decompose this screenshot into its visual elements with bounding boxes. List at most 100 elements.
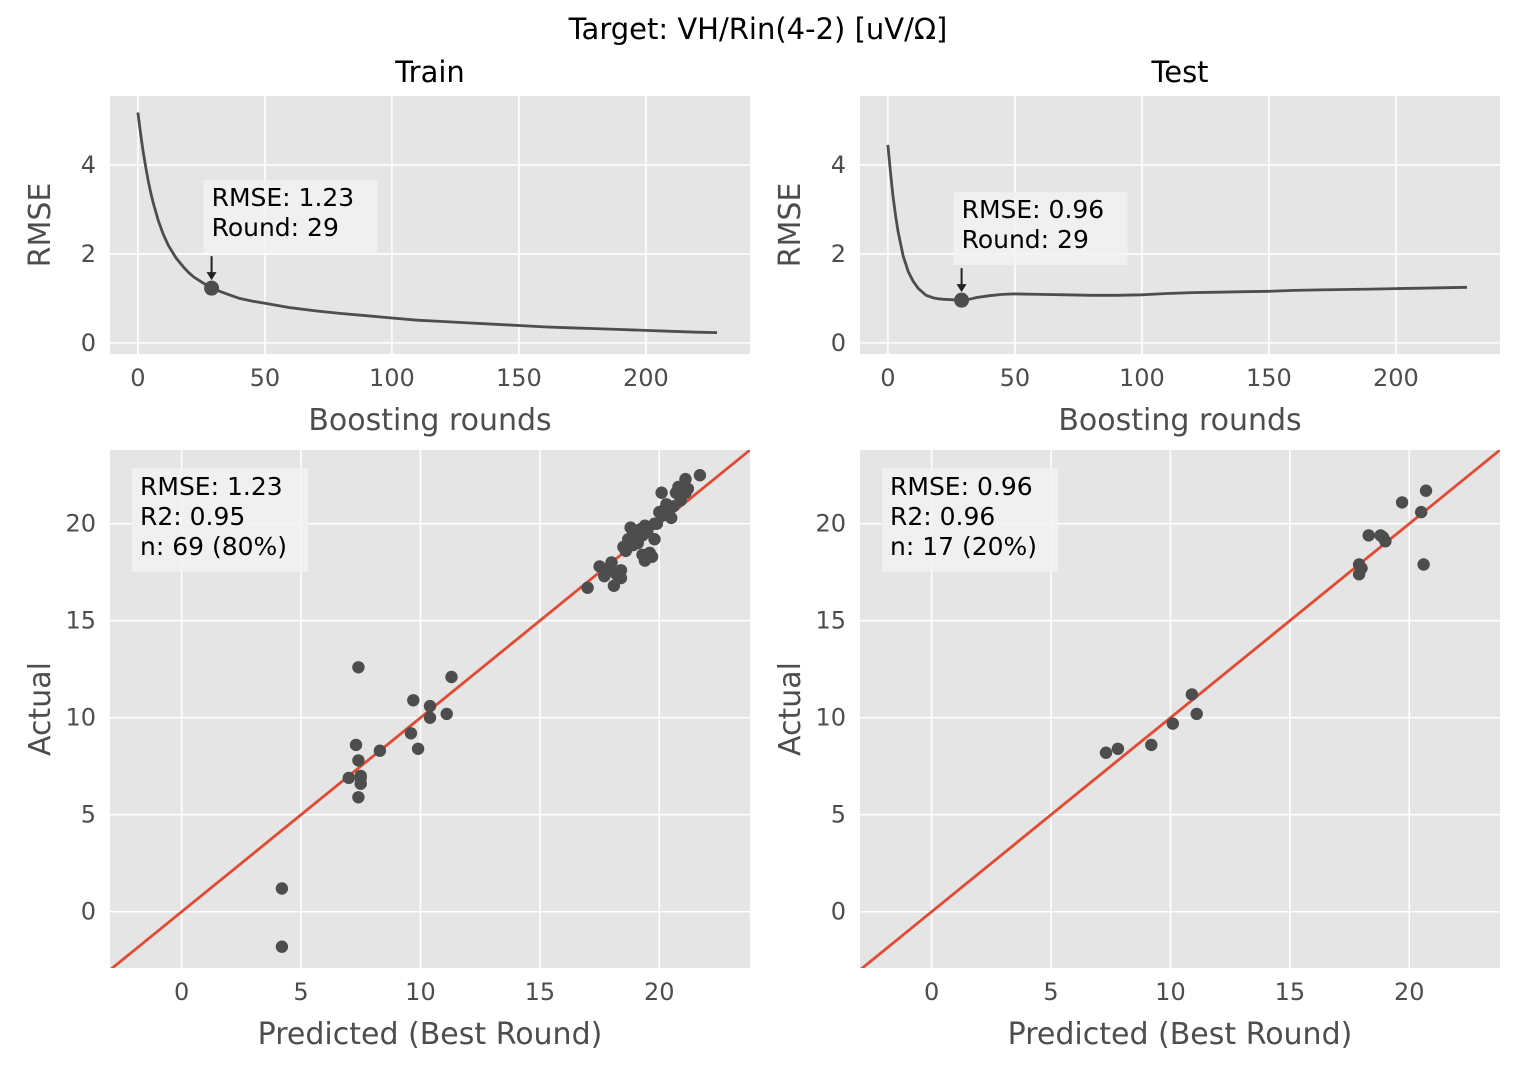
y-tick-label: 10 [65,704,96,732]
plot-marks [136,112,718,334]
x-tick-label: 20 [1394,978,1425,1006]
train-rmse-curve-panel: 0 50 100 150 200 0 2 4 Boosting rounds RMSE Train R… [23,55,750,438]
annotation-box [132,468,308,572]
panel-title: Test [1150,55,1208,89]
scatter-point [411,742,425,755]
scatter-point [349,738,363,752]
x-tick-label: 10 [405,978,436,1006]
scatter-point [354,771,367,785]
annotation-text: RMSE: 1.23 [212,183,355,212]
rmse-series-line [886,144,1468,302]
scatter-point [423,711,437,724]
scatter-point [1379,535,1392,548]
scatter-point [423,699,437,713]
best-round-marker [204,280,220,296]
x-tick-label: 0 [924,978,939,1006]
best-round-arrowhead [956,284,967,293]
scatter-point [1415,505,1428,519]
scatter-point [648,517,661,530]
annotation-text: RMSE: 0.96 [890,472,1033,501]
scatter-point [1099,746,1113,759]
annotation-text: Round: 29 [212,213,339,242]
y-axis-label: RMSE [773,183,808,268]
scatter-point [352,791,365,804]
x-tick-label: 15 [525,978,556,1006]
y-tick-label: 15 [65,607,96,635]
y-tick-label: 4 [81,151,96,179]
y-tick-label: 4 [831,151,846,179]
scatter-point [660,500,673,513]
x-tick-label: 100 [1119,364,1165,392]
annotation-text: RMSE: 0.96 [962,195,1105,224]
y-tick-label: 10 [815,704,846,732]
panel-title: Train [394,55,465,89]
y-tick-label: 0 [81,329,96,357]
x-tick-label: 5 [293,978,308,1006]
y-tick-label: 2 [831,240,846,268]
scatter-point [593,560,606,573]
annotation-text: R2: 0.95 [140,502,245,531]
x-tick-label: 15 [1275,978,1306,1006]
x-tick-label: 50 [250,364,281,392]
x-axis-label: Boosting rounds [308,403,551,438]
scatter-point [1145,738,1158,752]
scatter-point [679,472,692,486]
scatter-point [440,707,453,721]
annotation-box [882,468,1058,572]
annotation-text: RMSE: 1.23 [140,472,283,501]
y-axis-label: Actual [773,662,808,756]
annotation-text: n: 17 (20%) [890,532,1037,561]
scatter-point [275,882,289,895]
x-tick-label: 200 [1373,364,1419,392]
plot-marks [860,450,1500,968]
scatter-point [352,754,365,767]
scatter-point [605,556,618,569]
best-round-marker [954,292,970,308]
y-tick-label: 0 [831,329,846,357]
scatter-point [1190,707,1203,721]
y-axis-label: RMSE [23,183,58,268]
scatter-point [373,744,387,757]
scatter-point [1362,529,1375,542]
annotation-box [203,180,378,253]
x-axis-label: Boosting rounds [1058,403,1301,438]
y-tick-label: 20 [65,510,96,538]
x-axis-label: Predicted (Best Round) [1008,1017,1353,1052]
annotation-text: n: 69 (80%) [140,532,287,561]
y-tick-label: 15 [815,607,846,635]
scatter-point [352,661,365,674]
train-scatter-panel: 0 5 10 15 20 0 5 10 15 20 Predicted (Best Round) Ac… [23,450,750,1052]
scatter-point [636,529,649,542]
x-tick-label: 150 [1246,364,1292,392]
figure-suptitle: Target: VH/Rin(4-2) [uV/Ω] [568,12,948,46]
x-tick-label: 200 [623,364,669,392]
scatter-point [445,670,458,684]
y-tick-label: 0 [831,898,846,926]
scatter-point [672,488,685,501]
y-tick-label: 5 [81,801,96,829]
y-axis-label: Actual [23,662,58,756]
scatter-point [404,727,418,740]
scatter-point [655,486,668,499]
scatter-point [665,511,678,525]
test-scatter-panel: 0 5 10 15 20 0 5 10 15 20 Predicted (Best Round) Ac… [773,450,1500,1052]
y-tick-label: 20 [815,510,846,538]
scatter-point [614,571,628,585]
x-tick-label: 10 [1155,978,1186,1006]
scatter-point [648,533,661,546]
plot-marks [110,450,750,968]
scatter-point [581,581,594,594]
scatter-point [1355,562,1368,575]
test-rmse-curve-panel: 0 50 100 150 200 0 2 4 Boosting rounds RMSE Test RM… [773,55,1500,438]
x-tick-label: 5 [1043,978,1058,1006]
annotation-box [953,192,1128,265]
scatter-point [693,469,707,482]
plot-marks [886,144,1468,308]
scatter-point [342,771,355,785]
scatter-point [645,550,659,563]
x-tick-label: 0 [174,978,189,1006]
x-tick-label: 100 [369,364,415,392]
scatter-point [626,525,640,538]
scatter-point [619,542,632,556]
